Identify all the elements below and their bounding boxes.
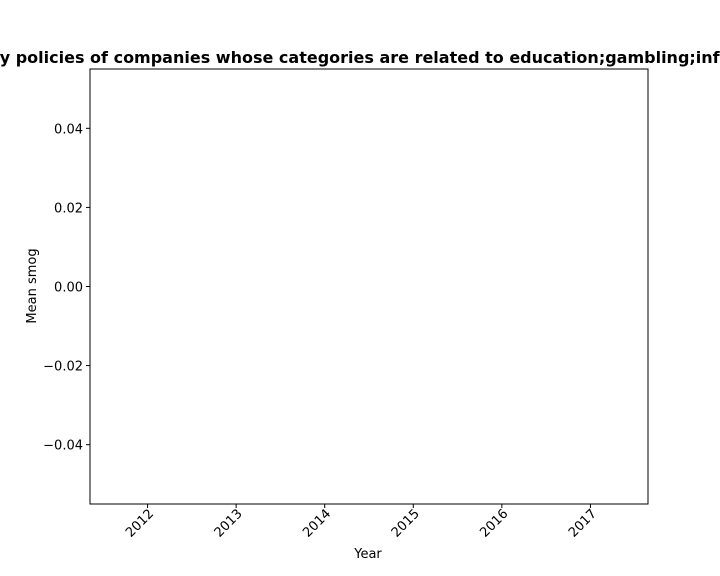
y-tick-label: −0.02 <box>43 360 83 375</box>
y-axis-label: Mean smog <box>25 248 40 323</box>
y-tick-label: −0.04 <box>43 439 83 454</box>
chart-title: Mean smog in privacy policies of compani… <box>0 48 720 67</box>
x-axis-label: Year <box>353 547 382 562</box>
y-tick-label: 0.02 <box>54 201 83 216</box>
y-axis: 0.04 0.02 0.00 −0.02 −0.04 <box>43 122 90 454</box>
y-tick-label: 0.04 <box>54 122 83 137</box>
y-tick-label: 0.00 <box>54 281 83 296</box>
